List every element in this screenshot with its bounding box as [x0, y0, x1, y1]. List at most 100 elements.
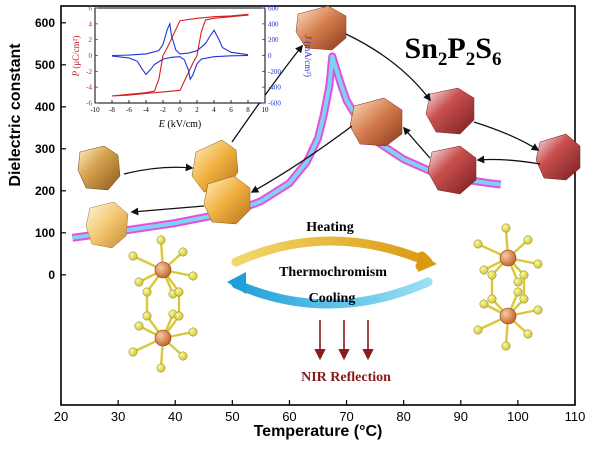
s-atom — [188, 327, 198, 337]
inset-y-left-tick-label: 0 — [89, 52, 93, 60]
current-curve-return — [111, 54, 249, 81]
inset-y-left-tick-label: -2 — [86, 68, 92, 76]
x-tick-label: 100 — [507, 409, 529, 424]
s-atom — [178, 351, 188, 361]
arrow-1 — [123, 163, 194, 175]
x-axis-title: Temperature (°C) — [254, 423, 383, 440]
s-atom — [188, 271, 198, 281]
plot-frame — [60, 5, 576, 406]
y-tick-label: 400 — [35, 100, 55, 114]
crystal-photo-4 — [425, 87, 475, 135]
arrow-3 — [345, 33, 431, 102]
inset-y-right-tick-label: -200 — [268, 68, 281, 76]
current-curve — [111, 21, 249, 57]
x-tick-label: 80 — [396, 409, 410, 424]
heating-label: Heating — [306, 220, 353, 235]
s-atom — [174, 311, 184, 321]
arrow-5 — [476, 155, 541, 165]
inset-x-tick-label: 2 — [195, 106, 199, 114]
crystal-photo-3 — [295, 5, 347, 51]
sn-atom — [154, 261, 172, 279]
nir-label: NIR Reflection — [301, 370, 391, 385]
crystal-photos — [77, 5, 581, 249]
crystal-photo-7 — [349, 97, 403, 147]
inset-y-right-tick-label: -600 — [268, 100, 281, 108]
x-tick-label: 70 — [339, 409, 353, 424]
y-tick-label: 300 — [35, 142, 55, 156]
inset-y-left-tick-label: -6 — [86, 100, 92, 108]
s-atom — [142, 287, 152, 297]
y-tick-label: 600 — [35, 16, 55, 30]
inset-ticks: -10 -8 -6 -4 -2 0 2 4 6 8 10 -6 -4 -2 0 2 4 6 -600 -400 -200… — [86, 5, 281, 115]
crystal-photo-9 — [85, 201, 129, 249]
sn-atom — [499, 249, 517, 267]
s-atom — [519, 270, 529, 280]
inset-y-left-tick-label: -4 — [86, 84, 92, 92]
s-atom — [174, 287, 184, 297]
inset-x-tick-label: 8 — [246, 106, 250, 114]
thermochromism-label: Thermochromism — [279, 265, 387, 280]
cooling-label: Cooling — [309, 291, 356, 306]
s-atom — [523, 329, 533, 339]
cooling-arrow-head — [227, 272, 246, 294]
x-axis: 20 30 40 50 60 70 80 90 100 110 — [54, 400, 585, 424]
inset-x-tick-label: -6 — [126, 106, 132, 114]
nir-reflection: NIR Reflection — [301, 320, 391, 385]
crystal-photo-1 — [77, 145, 121, 191]
inset-y-left-tick-label: 6 — [89, 5, 93, 13]
s-atom — [533, 305, 543, 315]
y-tick-label: 0 — [48, 268, 55, 282]
crystal-photo-5 — [535, 133, 581, 181]
s-atom — [156, 235, 166, 245]
crystal-photo-8 — [203, 175, 251, 225]
inset-x-tick-label: -2 — [160, 106, 166, 114]
heating-arrow-head — [418, 252, 437, 272]
s-atom — [134, 321, 144, 331]
y-tick-label: 100 — [35, 226, 55, 240]
inset-x-tick-label: -8 — [109, 106, 115, 114]
s-atom — [479, 265, 489, 275]
compound-title: Sn2P2S6 — [405, 32, 502, 70]
inset-y-left-label: P (μC/cm²) — [71, 36, 81, 78]
inset-y-left-tick-label: 2 — [89, 36, 93, 44]
s-atom — [473, 325, 483, 335]
inset-x-tick-label: 6 — [229, 106, 233, 114]
s-atom — [178, 247, 188, 257]
thermo-cycle: Heating Thermochromism Cooling — [227, 220, 437, 309]
inset-y-right-tick-label: -400 — [268, 84, 281, 92]
inset-x-tick-label: 0 — [178, 106, 182, 114]
arrow-6 — [403, 126, 431, 159]
transition-arrows — [123, 33, 541, 216]
inset-y-right-label: J (mA/cm²) — [303, 35, 313, 77]
s-atom — [134, 277, 144, 287]
y-tick-label: 500 — [35, 58, 55, 72]
sn-atom — [154, 329, 172, 347]
inset-x-tick-label: 4 — [212, 106, 216, 114]
s-atom — [501, 223, 511, 233]
crystal-structure-right — [473, 223, 543, 351]
inset-y-right-tick-label: 600 — [268, 5, 279, 13]
y-axis: 0 100 200 300 400 500 600 — [35, 16, 66, 282]
arrow-7 — [250, 125, 353, 193]
inset-x-tick-label: -4 — [143, 106, 149, 114]
crystal-photo-6 — [427, 145, 477, 195]
x-tick-label: 60 — [282, 409, 296, 424]
s-atom — [501, 341, 511, 351]
s-atom — [487, 270, 497, 280]
s-atom — [479, 299, 489, 309]
polarization-loop — [111, 13, 249, 97]
y-axis-title: Dielectric constant — [7, 43, 24, 187]
inset-y-left-tick-label: 4 — [89, 20, 93, 28]
s-atom — [513, 277, 523, 287]
inset-y-right-tick-label: 200 — [268, 36, 279, 44]
x-tick-label: 30 — [111, 409, 125, 424]
s-atom — [128, 347, 138, 357]
inset-x-tick-label: -10 — [90, 106, 100, 114]
cooling-arrow — [231, 277, 433, 309]
heating-arrow — [231, 236, 433, 271]
s-atom — [128, 251, 138, 261]
inset-y-right-tick-label: 400 — [268, 20, 279, 28]
s-atom — [156, 363, 166, 373]
